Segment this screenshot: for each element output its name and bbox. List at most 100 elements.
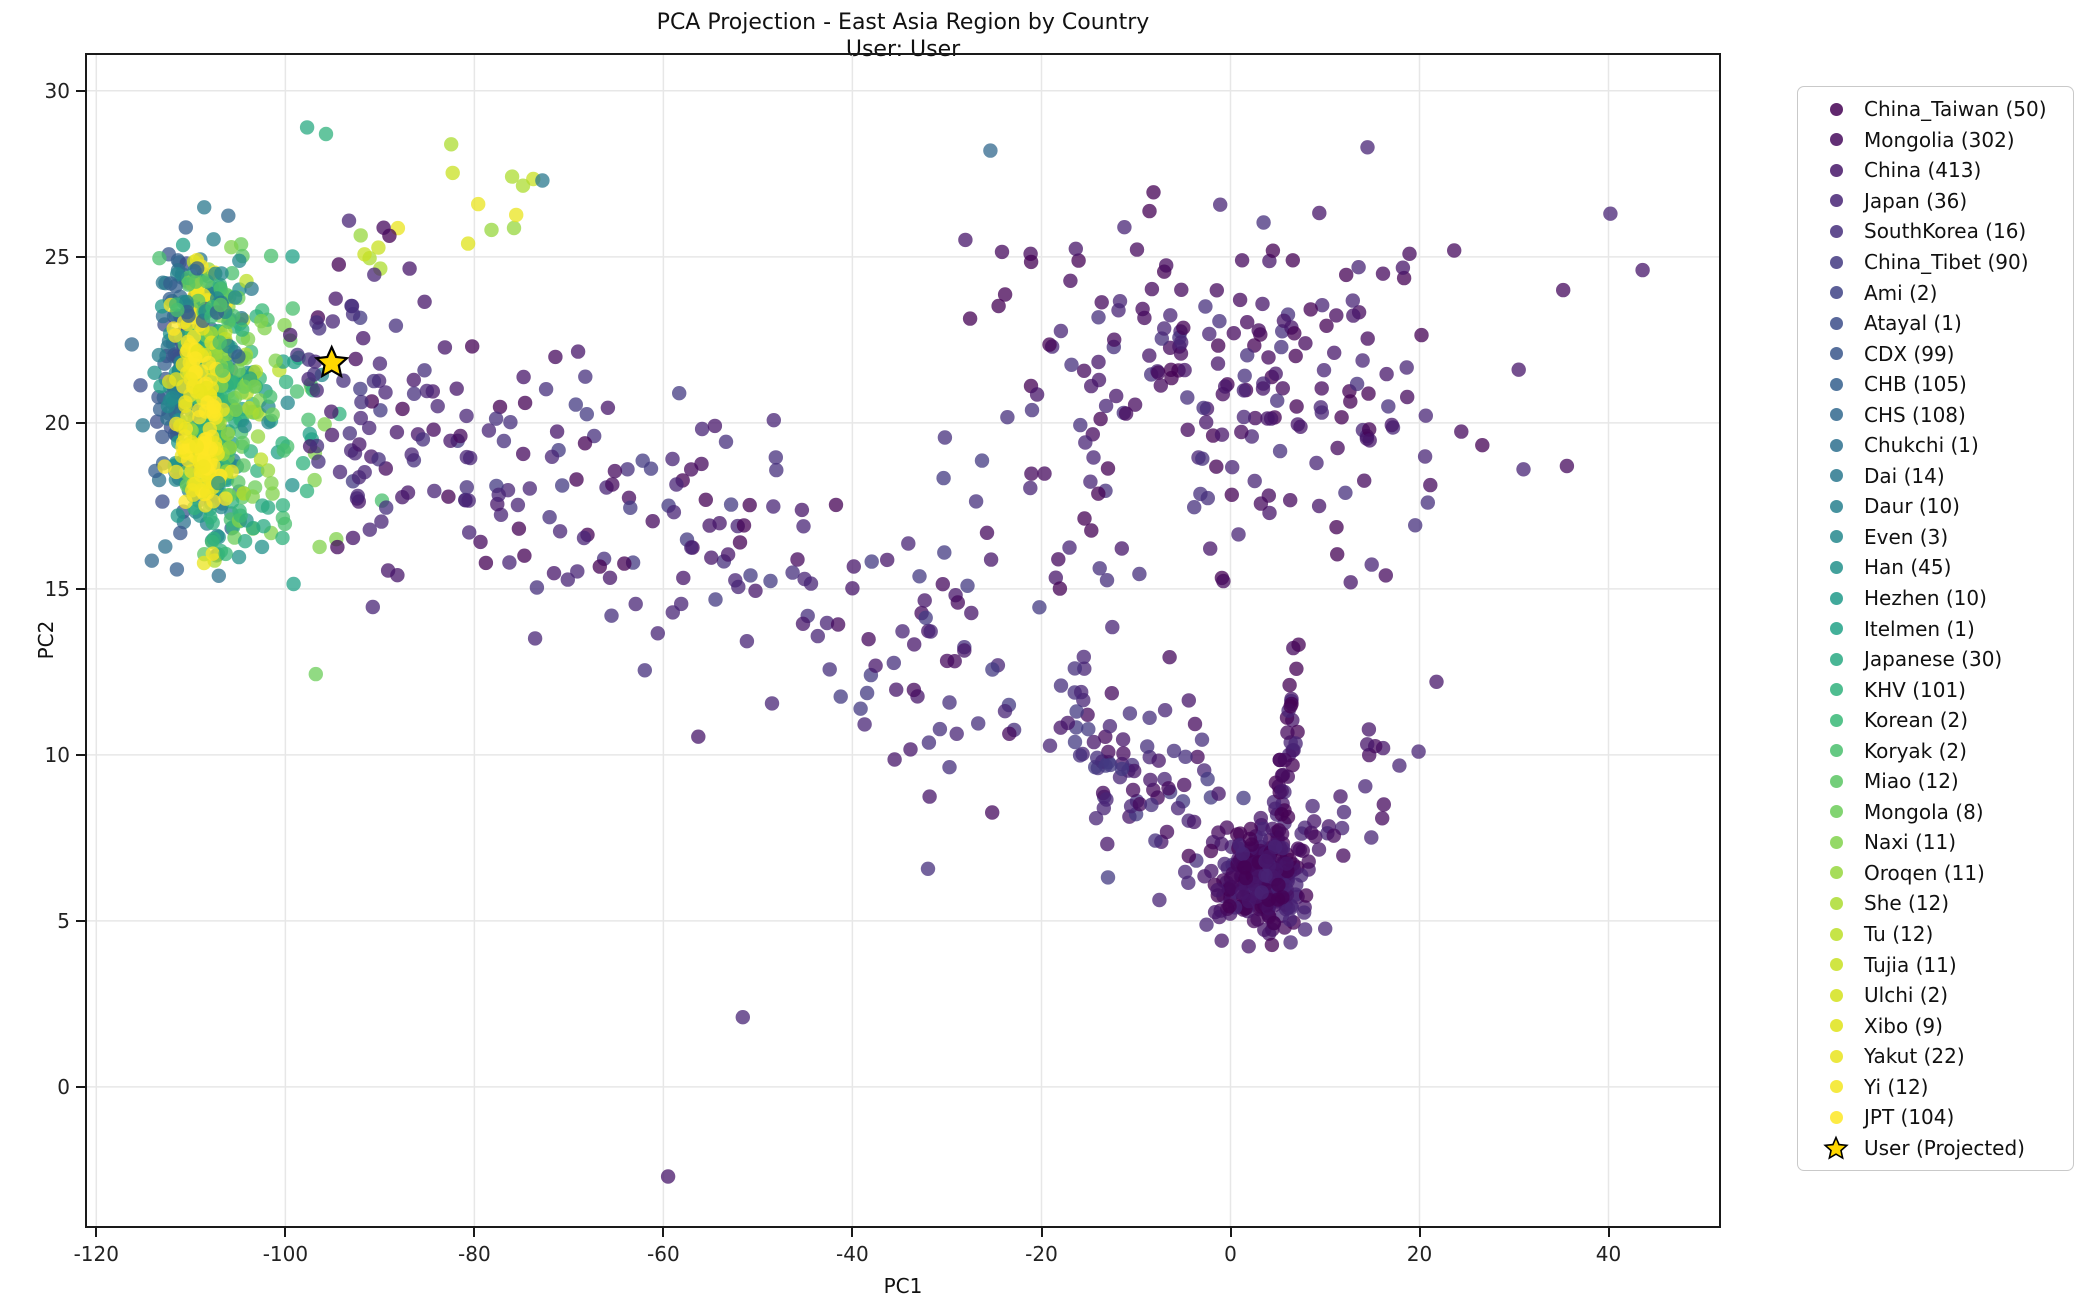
- legend-label: User (Projected): [1864, 1135, 2025, 1160]
- legend-item-CHS: CHS (108): [1798, 399, 2073, 430]
- scatter-points: [124, 120, 1650, 1184]
- legend-item-Atayal: Atayal (1): [1798, 308, 2073, 339]
- legend-item-Itelmen: Itelmen (1): [1798, 613, 2073, 644]
- legend-dot-icon: [1822, 530, 1850, 544]
- x-axis-label: PC1: [883, 1274, 923, 1298]
- legend-label: Yi (12): [1864, 1074, 1929, 1099]
- legend-item-China_Taiwan: China_Taiwan (50): [1798, 94, 2073, 125]
- legend-label: Dai (14): [1864, 463, 1945, 488]
- legend-dot-icon: [1822, 622, 1850, 636]
- legend-dot-icon: [1822, 469, 1850, 483]
- legend-dot-icon: [1822, 1019, 1850, 1033]
- legend-item-Daur: Daur (10): [1798, 491, 2073, 522]
- legend-label: Even (3): [1864, 524, 1949, 549]
- star-icon: [1822, 1133, 1850, 1163]
- legend-dot-icon: [1822, 102, 1850, 116]
- legend-dot-icon: [1822, 927, 1850, 941]
- legend-label: Daur (10): [1864, 494, 1960, 519]
- x-tick-label: -40: [836, 1242, 869, 1266]
- legend-label: KHV (101): [1864, 677, 1966, 702]
- x-tick-label: -100: [262, 1242, 309, 1266]
- legend-dot-icon: [1822, 438, 1850, 452]
- legend-dot-icon: [1822, 194, 1850, 208]
- legend-item-China_Tibet: China_Tibet (90): [1798, 247, 2073, 278]
- legend-label: Miao (12): [1864, 769, 1959, 794]
- legend-label: Atayal (1): [1864, 311, 1962, 336]
- legend-dot-icon: [1822, 683, 1850, 697]
- x-tick-mark: [95, 1228, 98, 1237]
- legend-dot-icon: [1822, 744, 1850, 758]
- user-projected-star: [313, 344, 350, 379]
- pca-plot: [85, 53, 1721, 1228]
- x-tick-label: -60: [647, 1242, 680, 1266]
- legend-label: She (12): [1864, 891, 1950, 916]
- y-tick-label: 30: [44, 78, 70, 103]
- legend-item-Japan: Japan (36): [1798, 186, 2073, 217]
- y-tick-mark: [76, 1085, 85, 1088]
- chart-title-line2: User: User: [845, 37, 961, 62]
- legend-dot-icon: [1822, 347, 1850, 361]
- x-tick-mark: [1418, 1228, 1421, 1237]
- legend-dot-icon: [1822, 866, 1850, 880]
- y-tick-label: 0: [57, 1074, 70, 1099]
- legend-label: Japanese (30): [1864, 647, 2003, 672]
- legend-label: Naxi (11): [1864, 830, 1957, 855]
- legend-label: CHB (105): [1864, 372, 1967, 397]
- legend-item-Koryak: Koryak (2): [1798, 735, 2073, 766]
- legend-label: Mongola (8): [1864, 799, 1984, 824]
- legend-dot-icon: [1822, 224, 1850, 238]
- legend-dot-icon: [1822, 316, 1850, 330]
- x-tick-label: -80: [458, 1242, 491, 1266]
- legend-item-Tu: Tu (12): [1798, 919, 2073, 950]
- legend-item-Chukchi: Chukchi (1): [1798, 430, 2073, 461]
- legend-item-Korean: Korean (2): [1798, 705, 2073, 736]
- y-tick-mark: [76, 255, 85, 258]
- legend-dot-icon: [1822, 286, 1850, 300]
- y-tick-label: 20: [44, 410, 70, 435]
- y-tick-mark: [76, 919, 85, 922]
- legend-item-Miao: Miao (12): [1798, 766, 2073, 797]
- legend-dot-icon: [1822, 713, 1850, 727]
- x-tick-mark: [473, 1228, 476, 1237]
- legend-label: Xibo (9): [1864, 1013, 1943, 1038]
- legend-label: China_Tibet (90): [1864, 250, 2029, 274]
- y-tick-mark: [76, 421, 85, 424]
- legend-label: SouthKorea (16): [1864, 219, 2027, 244]
- x-tick-mark: [284, 1228, 287, 1237]
- legend-item-Japanese: Japanese (30): [1798, 644, 2073, 675]
- legend-label: Korean (2): [1864, 708, 1969, 733]
- legend-label: China_Taiwan (50): [1864, 97, 2047, 122]
- legend-label: Mongolia (302): [1864, 127, 2015, 152]
- y-tick-mark: [76, 587, 85, 590]
- x-tick-label: -120: [73, 1242, 119, 1266]
- legend-label: Tu (12): [1864, 922, 1934, 947]
- legend-label: Ami (2): [1864, 280, 1938, 305]
- x-tick-label: 0: [1224, 1242, 1237, 1266]
- legend-label: Koryak (2): [1864, 738, 1967, 763]
- legend-item-JPT: JPT (104): [1798, 1102, 2073, 1133]
- legend: China_Taiwan (50) Mongolia (302) China (41…: [1797, 86, 2074, 1172]
- legend-dot-icon: [1822, 408, 1850, 422]
- legend-label: Tujia (11): [1864, 952, 1957, 977]
- legend-item-China: China (413): [1798, 155, 2073, 186]
- legend-item-Mongolia: Mongolia (302): [1798, 125, 2073, 156]
- x-tick-mark: [1040, 1228, 1043, 1237]
- y-axis-label: PC2: [34, 620, 58, 660]
- x-tick-label: -20: [1025, 1242, 1058, 1266]
- legend-label: Japan (36): [1864, 188, 1968, 213]
- legend-dot-icon: [1822, 377, 1850, 391]
- legend-item-CDX: CDX (99): [1798, 338, 2073, 369]
- y-tick-label: 25: [44, 244, 70, 269]
- legend-item-Han: Han (45): [1798, 552, 2073, 583]
- legend-label: Itelmen (1): [1864, 616, 1975, 641]
- legend-item-Ulchi: Ulchi (2): [1798, 980, 2073, 1011]
- legend-dot-icon: [1822, 652, 1850, 666]
- y-tick-mark: [76, 753, 85, 756]
- legend-label: Chukchi (1): [1864, 433, 1979, 458]
- x-tick-mark: [662, 1228, 665, 1237]
- legend-label: Hezhen (10): [1864, 586, 1987, 611]
- legend-item-Xibo: Xibo (9): [1798, 1010, 2073, 1041]
- legend-dot-icon: [1822, 133, 1850, 147]
- legend-dot-icon: [1822, 896, 1850, 910]
